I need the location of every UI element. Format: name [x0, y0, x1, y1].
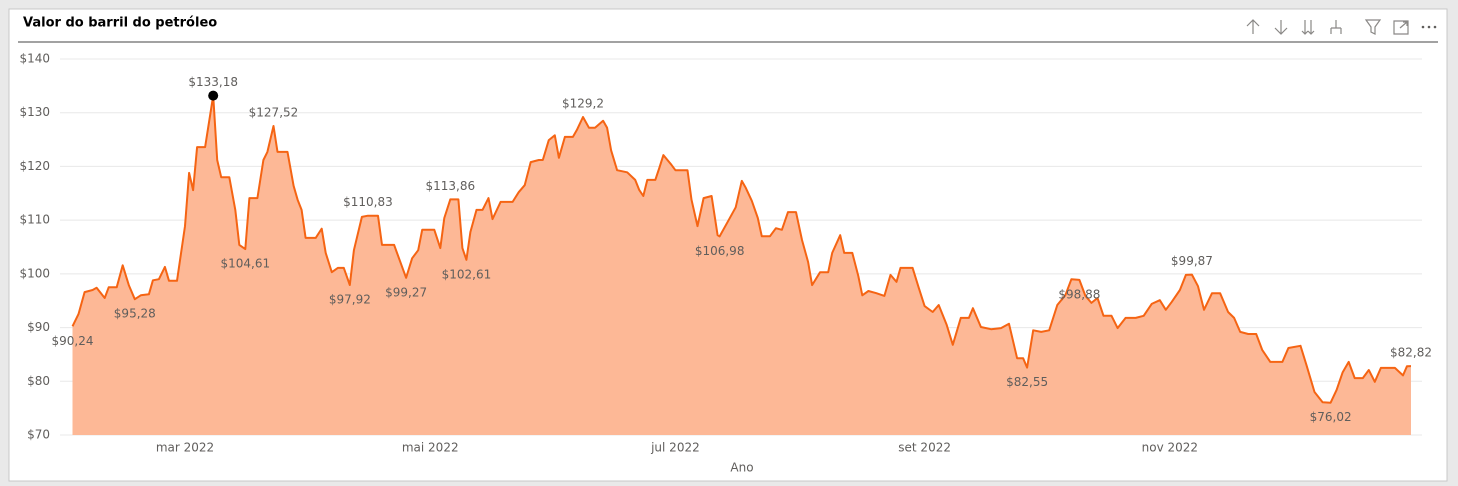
data-label: $104,61	[221, 257, 271, 271]
line	[71, 94, 1412, 404]
y-tick-label: $90	[27, 320, 50, 334]
more-options[interactable]	[1421, 25, 1437, 29]
data-label: $133,18	[188, 75, 238, 89]
y-tick-label: $130	[19, 105, 50, 119]
data-label: $82,55	[1006, 375, 1048, 389]
chart-title: Valor do barril do petróleo	[23, 16, 217, 31]
data-label: $110,83	[343, 195, 393, 209]
data-label: $76,02	[1310, 410, 1352, 424]
y-tick-label: $100	[19, 266, 50, 280]
x-tick-label: mar 2022	[156, 441, 214, 455]
data-label: $98,88	[1058, 287, 1100, 301]
data-label: $127,52	[249, 106, 299, 120]
data-label: $95,28	[114, 307, 156, 321]
expand-hierarchy[interactable]	[1330, 20, 1342, 34]
area	[72, 95, 1411, 435]
toolbar	[1246, 19, 1437, 35]
y-tick-label: $140	[19, 52, 50, 66]
x-tick-label: nov 2022	[1142, 441, 1198, 455]
y-tick-label: $120	[19, 159, 50, 173]
max-marker	[208, 90, 219, 101]
data-label: $113,86	[426, 179, 476, 193]
drill-up[interactable]	[1246, 19, 1260, 34]
focus-mode[interactable]	[1393, 20, 1409, 35]
next-level[interactable]	[1301, 20, 1315, 35]
x-axis-title: Ano	[730, 461, 753, 475]
data-label: $99,27	[385, 285, 427, 299]
filter[interactable]	[1364, 19, 1382, 35]
x-tick-label: set 2022	[898, 441, 951, 455]
y-tick-label: $80	[27, 374, 50, 388]
x-tick-label: mai 2022	[402, 441, 459, 455]
data-label: $97,92	[329, 293, 371, 307]
y-tick-label: $110	[19, 213, 50, 227]
x-tick-label: jul 2022	[650, 441, 700, 455]
data-label: $90,24	[52, 334, 94, 348]
data-label: $99,87	[1171, 254, 1213, 268]
data-label: $82,82	[1390, 346, 1432, 360]
data-label: $102,61	[442, 267, 492, 281]
data-label: $129,2	[562, 97, 604, 111]
drill-down[interactable]	[1274, 20, 1288, 35]
y-tick-label: $70	[27, 428, 50, 442]
data-label: $106,98	[695, 244, 745, 258]
